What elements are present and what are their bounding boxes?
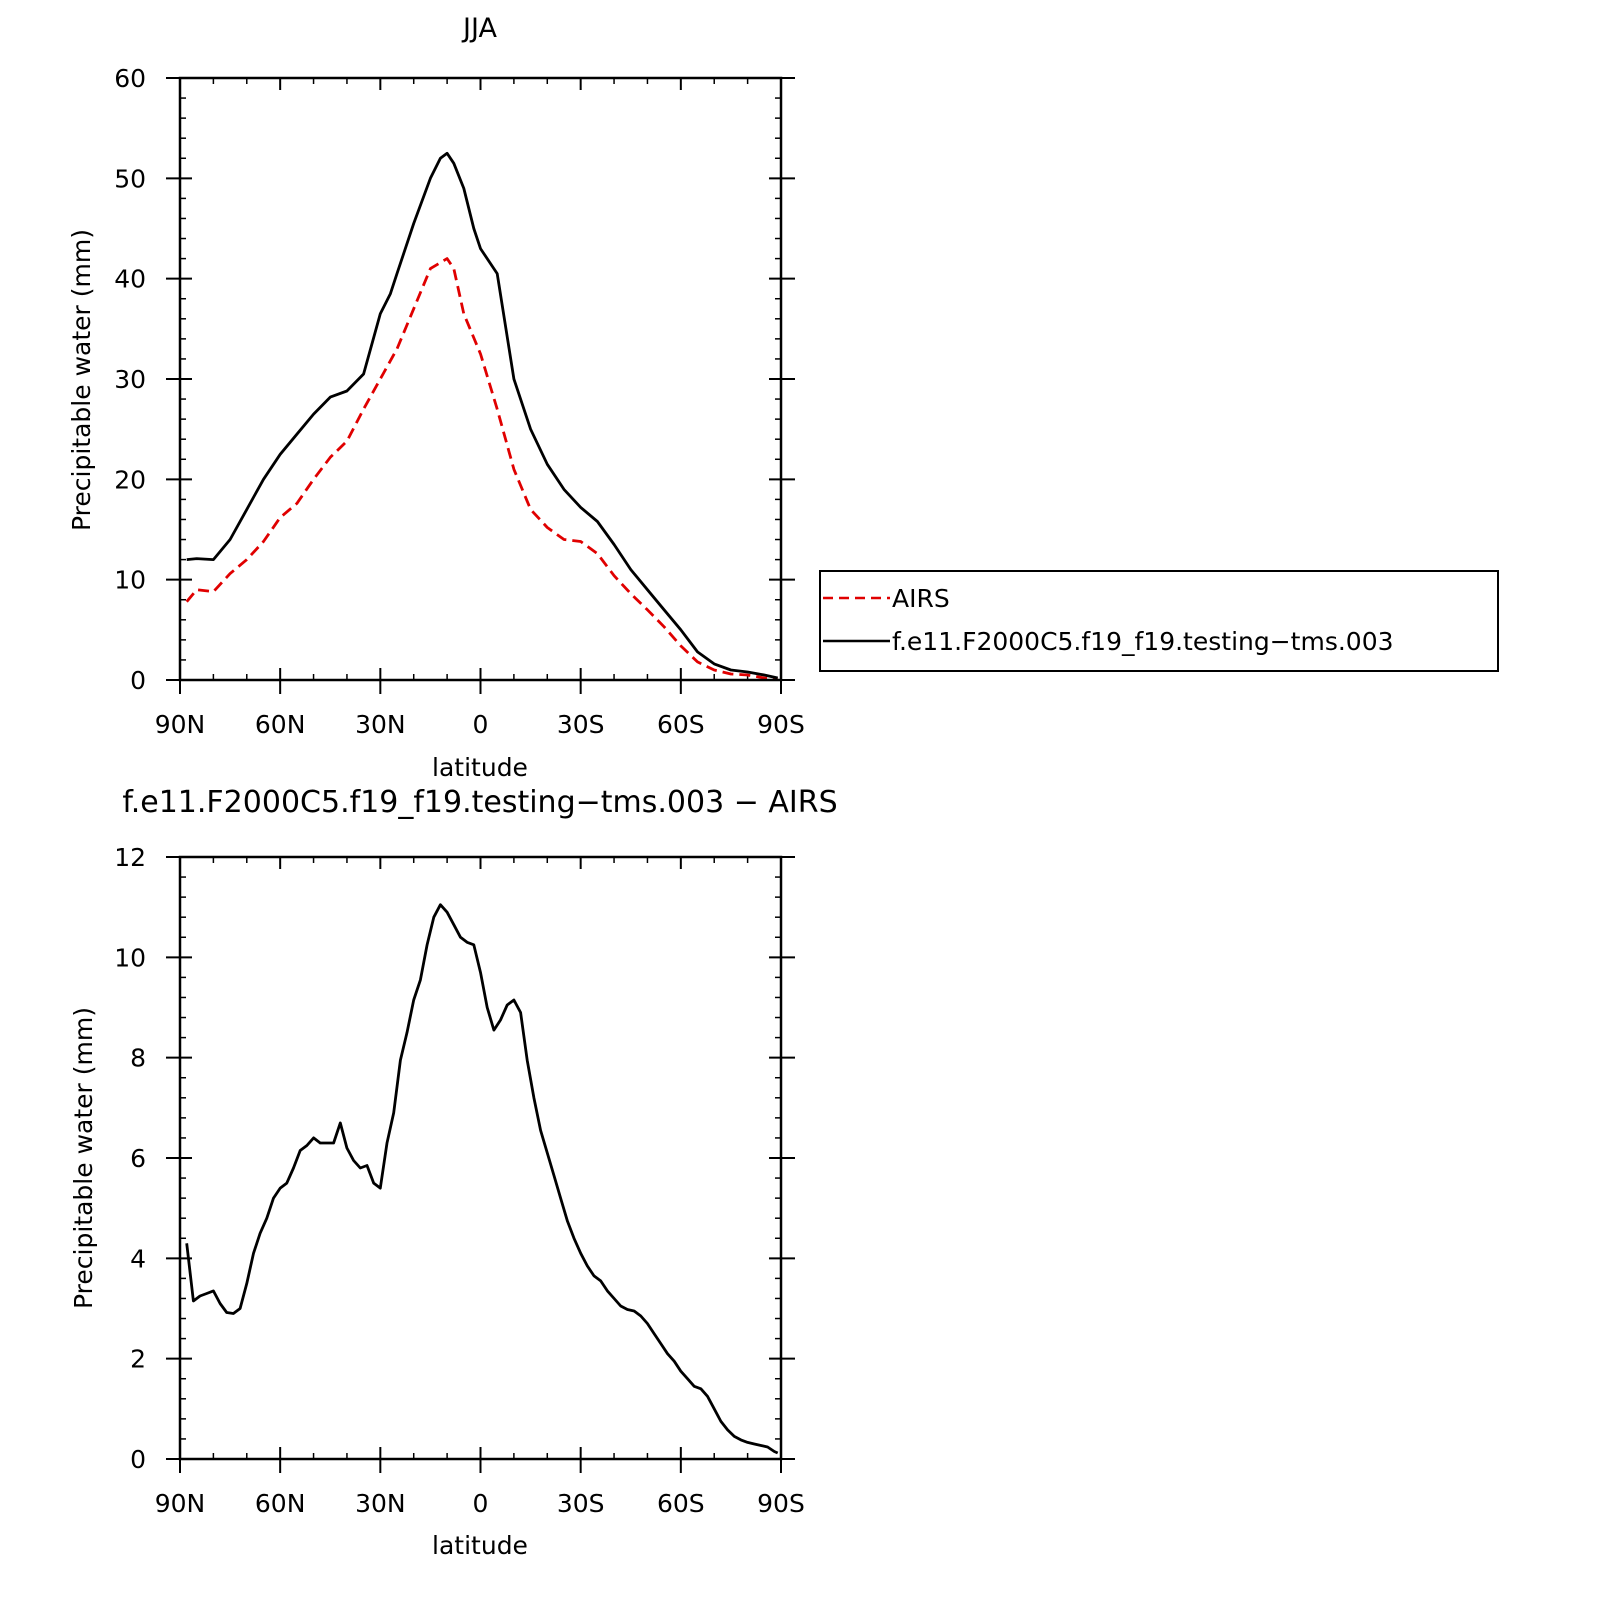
plot-frame	[178, 76, 783, 682]
x-tick-label: 30S	[557, 710, 605, 739]
x-tick-label: 0	[473, 1489, 489, 1518]
x-tick-label: 30N	[355, 710, 406, 739]
tick-labels: 90N 60N 30N 0 30S 60S 90S 0 10 20 30 40 50 60	[114, 64, 805, 739]
legend-label-airs: AIRS	[892, 584, 950, 613]
y-tick-label: 10	[114, 943, 146, 972]
x-tick-label: 0	[473, 710, 489, 739]
x-axis-label: latitude	[432, 753, 528, 782]
y-tick-label: 6	[130, 1144, 146, 1173]
y-tick-label: 12	[114, 843, 146, 872]
y-tick-label: 50	[114, 164, 146, 193]
panel-difference: f.e11.F2000C5.f19_f19.testing−tms.003 − …	[69, 785, 838, 1560]
y-tick-label: 4	[130, 1244, 146, 1273]
y-tick-label: 0	[130, 1445, 146, 1474]
x-tick-label: 90N	[155, 710, 206, 739]
x-tick-label: 60N	[255, 710, 306, 739]
x-tick-label: 90S	[757, 1489, 805, 1518]
y-tick-label: 20	[114, 465, 146, 494]
axis-ticks	[166, 77, 795, 694]
y-tick-label: 2	[130, 1345, 146, 1374]
series-lines	[185, 151, 779, 681]
legend: AIRS f.e11.F2000C5.f19_f19.testing−tms.0…	[819, 570, 1499, 672]
series-line-0	[185, 257, 778, 681]
y-tick-label: 8	[130, 1044, 146, 1073]
y-tick-label: 40	[114, 265, 146, 294]
y-tick-label: 60	[114, 64, 146, 93]
x-axis-label: latitude	[432, 1531, 528, 1560]
chart-title: f.e11.F2000C5.f19_f19.testing−tms.003 − …	[122, 785, 837, 820]
x-tick-label: 30N	[355, 1489, 406, 1518]
panel-jja: JJA Precipitable water (mm) latitude 90N…	[67, 13, 1499, 782]
legend-label-model: f.e11.F2000C5.f19_f19.testing−tms.003	[892, 627, 1394, 656]
y-tick-label: 30	[114, 365, 146, 394]
y-tick-label: 10	[114, 566, 146, 595]
axis-ticks	[166, 856, 795, 1473]
x-tick-label: 60N	[255, 1489, 306, 1518]
x-tick-label: 30S	[557, 1489, 605, 1518]
chart-title: JJA	[461, 13, 497, 44]
y-axis-label: Precipitable water (mm)	[67, 229, 96, 531]
legend-box	[819, 570, 1499, 672]
x-tick-label: 60S	[657, 1489, 705, 1518]
tick-labels: 90N 60N 30N 0 30S 60S 90S 0 2 4 6 8 10 12	[114, 843, 805, 1518]
y-tick-label: 0	[130, 666, 146, 695]
x-tick-label: 90N	[155, 1489, 206, 1518]
series-lines	[185, 903, 779, 1455]
series-line-1	[186, 151, 779, 680]
x-tick-label: 60S	[657, 710, 705, 739]
series-line-0	[185, 903, 779, 1455]
y-axis-label: Precipitable water (mm)	[69, 1007, 98, 1309]
x-tick-label: 90S	[757, 710, 805, 739]
plot-frame	[178, 855, 783, 1461]
